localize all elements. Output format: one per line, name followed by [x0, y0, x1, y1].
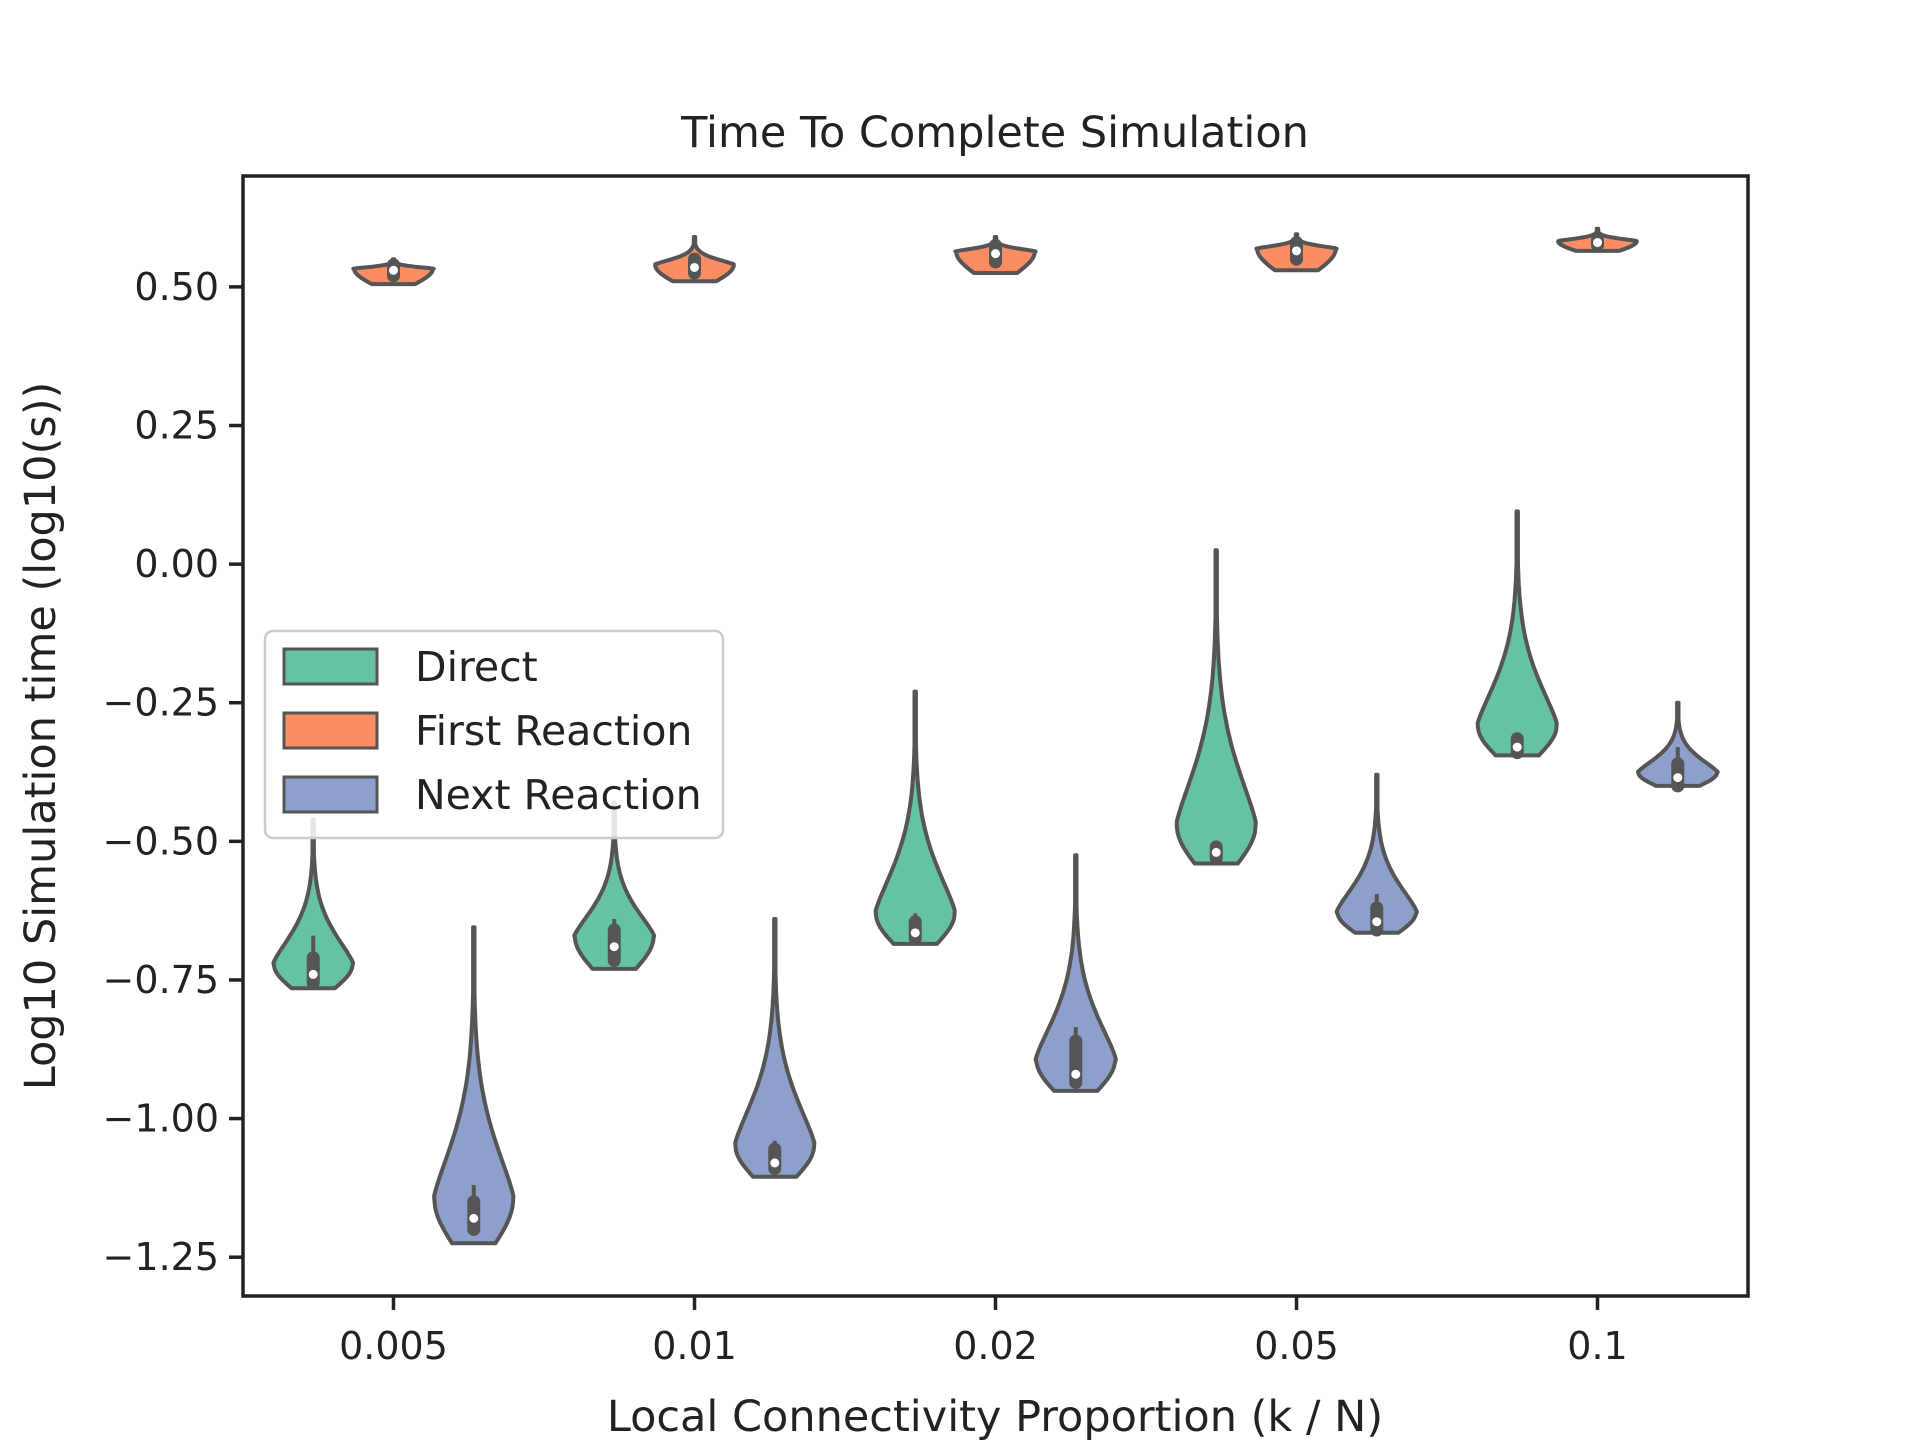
- violin-median-point: [469, 1213, 479, 1223]
- legend-item-next-reaction: Next Reaction: [282, 771, 702, 819]
- violin: [1556, 226, 1639, 253]
- violin-median-point: [308, 969, 318, 979]
- violin-median-point: [1211, 847, 1221, 857]
- violin: [271, 817, 356, 991]
- violin: [1635, 700, 1720, 793]
- legend-label-direct: Direct: [415, 643, 538, 691]
- y-axis: −1.25 −1.00 −0.75 −0.50 −0.25 0.00 0.25 0.50: [103, 265, 243, 1279]
- violin-median-point: [910, 928, 920, 938]
- legend-label-next-reaction: Next Reaction: [415, 771, 702, 819]
- y-tick-label: −1.25: [103, 1235, 219, 1279]
- legend: Direct First Reaction Next Reaction: [263, 629, 725, 840]
- violin-median-point: [1593, 238, 1602, 248]
- violin-layer: [271, 226, 1720, 1246]
- violin-body: [1174, 548, 1258, 866]
- y-tick-label: 0.00: [134, 542, 219, 586]
- legend-label-first-reaction: First Reaction: [415, 707, 692, 755]
- x-tick-label: 0.02: [953, 1324, 1038, 1368]
- y-tick-label: −0.75: [103, 958, 219, 1002]
- violin: [432, 925, 516, 1246]
- violin-body: [733, 917, 817, 1179]
- violin-body: [873, 689, 957, 946]
- violin-median-point: [1071, 1069, 1081, 1079]
- violin-median-point: [1372, 917, 1382, 927]
- violin: [873, 689, 957, 946]
- violin-median-point: [1292, 246, 1301, 256]
- x-tick-label: 0.01: [652, 1324, 737, 1368]
- violin: [1254, 232, 1339, 273]
- violin-median-point: [389, 265, 398, 275]
- violin-body: [1475, 509, 1559, 758]
- y-axis-label: Log10 Simulation time (log10(s)): [16, 382, 66, 1091]
- y-tick-label: 0.25: [134, 404, 219, 448]
- violin: [1174, 548, 1258, 866]
- y-tick-label: −0.50: [103, 819, 219, 863]
- y-tick-label: −1.00: [103, 1097, 219, 1141]
- violin-body: [1635, 700, 1720, 788]
- violin-median-point: [609, 942, 619, 952]
- legend-swatch-first-reaction: [282, 711, 379, 750]
- violin-median-point: [1673, 773, 1683, 783]
- violin: [1334, 772, 1419, 937]
- y-tick-label: −0.25: [103, 681, 219, 725]
- x-tick-label: 0.05: [1254, 1324, 1339, 1368]
- violin: [1033, 853, 1118, 1093]
- violin-median-point: [690, 262, 699, 272]
- y-tick-label: 0.50: [134, 265, 219, 309]
- x-tick-label: 0.005: [339, 1324, 448, 1368]
- legend-swatch-next-reaction: [282, 775, 379, 814]
- violin: [733, 917, 817, 1179]
- legend-item-direct: Direct: [282, 643, 538, 691]
- legend-frame: [263, 629, 725, 840]
- violin: [351, 257, 436, 287]
- violin: [572, 800, 657, 971]
- chart-title: Time To Complete Simulation: [680, 108, 1309, 158]
- legend-item-first-reaction: First Reaction: [282, 707, 692, 755]
- violin-median-point: [770, 1158, 780, 1168]
- violin: [1475, 509, 1559, 760]
- violin: [953, 235, 1038, 275]
- violin: [653, 235, 736, 284]
- violin-body: [1334, 772, 1419, 935]
- x-axis: 0.005 0.01 0.02 0.05 0.1: [339, 1296, 1628, 1368]
- legend-swatch-direct: [282, 647, 379, 686]
- violin-median-point: [1512, 742, 1522, 752]
- x-tick-label: 0.1: [1567, 1324, 1627, 1368]
- violin-body: [1033, 853, 1118, 1093]
- x-axis-label: Local Connectivity Proportion (k / N): [607, 1392, 1383, 1440]
- violin-body: [432, 925, 516, 1246]
- violin-median-point: [991, 249, 1000, 259]
